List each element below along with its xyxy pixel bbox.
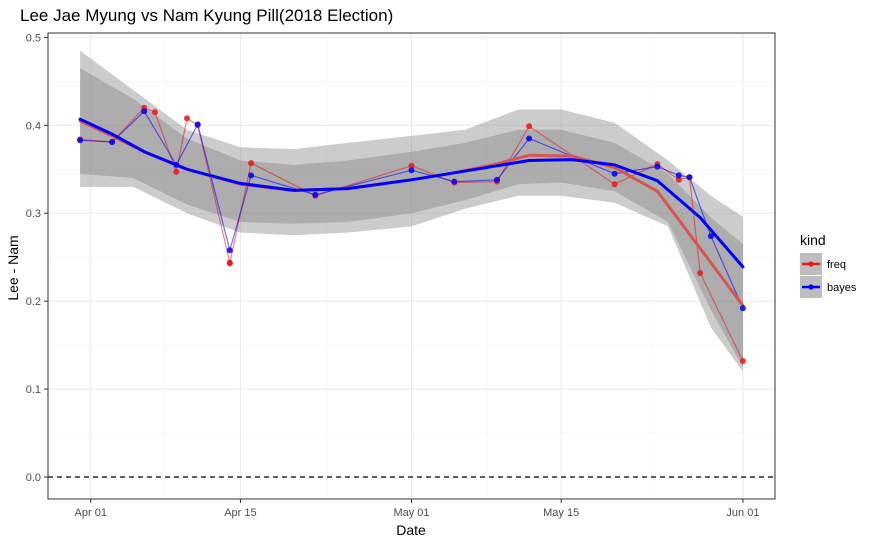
data-point-bayes bbox=[109, 139, 116, 145]
data-point-bayes bbox=[248, 172, 255, 179]
y-tick-label: 0.1 bbox=[26, 384, 41, 396]
x-tick-label: May 15 bbox=[543, 507, 579, 519]
legend-point-bayes bbox=[808, 284, 814, 290]
data-point-bayes bbox=[739, 305, 746, 312]
data-point-freq bbox=[675, 176, 682, 183]
data-point-bayes bbox=[686, 174, 693, 181]
x-tick-label: Apr 15 bbox=[224, 507, 256, 519]
x-axis-title: Date bbox=[396, 522, 426, 538]
data-point-freq bbox=[408, 162, 415, 169]
legend: kind freq bayes bbox=[800, 232, 857, 298]
data-point-bayes bbox=[408, 167, 415, 174]
data-point-bayes bbox=[141, 108, 148, 115]
data-point-bayes bbox=[526, 135, 533, 142]
legend-point-freq bbox=[808, 261, 814, 267]
legend-label-freq: freq bbox=[827, 259, 846, 271]
data-point-bayes bbox=[194, 121, 201, 128]
chart-title: Lee Jae Myung vs Nam Kyung Pill(2018 Ele… bbox=[20, 6, 393, 25]
y-axis-ticks: 0.0 0.1 0.2 0.3 0.4 0.5 bbox=[26, 32, 48, 484]
data-point-bayes bbox=[226, 247, 233, 254]
legend-title: kind bbox=[800, 232, 826, 248]
y-tick-label: 0.2 bbox=[26, 296, 41, 308]
data-point-freq bbox=[226, 260, 233, 267]
data-point-freq bbox=[526, 123, 533, 130]
data-point-bayes bbox=[173, 161, 180, 168]
data-point-bayes bbox=[675, 172, 682, 179]
y-tick-label: 0.3 bbox=[26, 208, 41, 220]
data-point-freq bbox=[697, 270, 704, 276]
data-point-freq bbox=[248, 160, 255, 167]
data-point-bayes bbox=[494, 176, 500, 183]
data-point-freq bbox=[184, 115, 190, 122]
y-tick-label: 0.0 bbox=[26, 472, 41, 484]
data-point-freq bbox=[611, 181, 618, 188]
data-point-bayes bbox=[654, 163, 661, 170]
confidence-band-freq bbox=[80, 68, 743, 368]
smooth-lines bbox=[78, 117, 745, 308]
y-tick-label: 0.5 bbox=[26, 32, 41, 44]
x-axis-ticks: Apr 01 Apr 15 May 01 May 15 Jun 01 bbox=[75, 499, 759, 519]
y-tick-label: 0.4 bbox=[26, 120, 41, 132]
confidence-band-bayes bbox=[80, 50, 743, 372]
data-point-bayes bbox=[77, 137, 84, 144]
y-axis-title: Lee - Nam bbox=[5, 235, 21, 300]
data-point-bayes bbox=[451, 178, 458, 185]
data-point-bayes bbox=[707, 233, 714, 240]
data-points bbox=[77, 104, 746, 364]
data-point-freq bbox=[739, 358, 746, 364]
data-point-bayes bbox=[611, 170, 618, 177]
x-tick-label: Apr 01 bbox=[75, 507, 107, 519]
confidence-bands bbox=[80, 50, 743, 372]
x-tick-label: May 01 bbox=[393, 507, 429, 519]
data-point-bayes bbox=[312, 191, 319, 198]
data-point-freq bbox=[173, 168, 180, 175]
data-point-freq bbox=[151, 109, 158, 116]
x-tick-label: Jun 01 bbox=[726, 507, 759, 519]
smooth-line-bayes bbox=[78, 117, 745, 269]
legend-label-bayes: bayes bbox=[827, 282, 857, 294]
